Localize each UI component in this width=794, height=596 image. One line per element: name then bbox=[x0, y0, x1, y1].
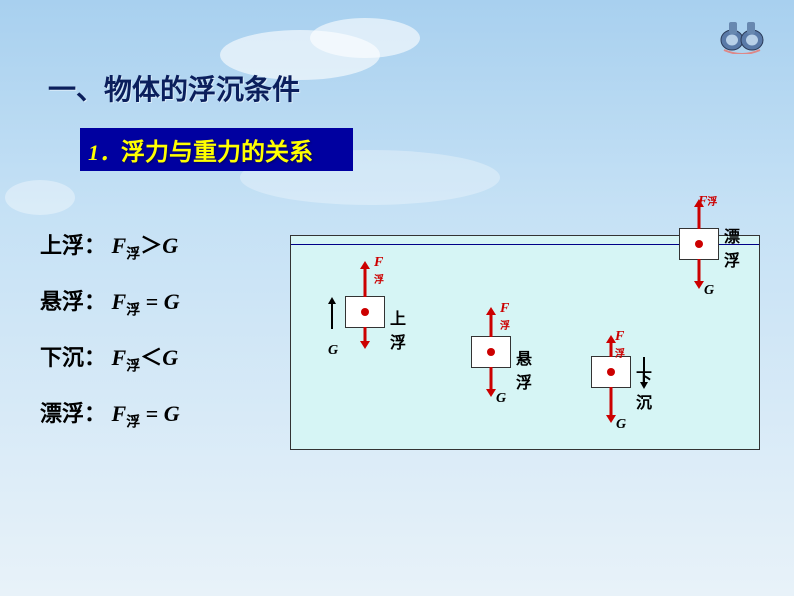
subtitle-text: 浮力与重力的关系 bbox=[121, 140, 313, 166]
cloud-deco bbox=[5, 180, 75, 215]
center-dot bbox=[695, 240, 703, 248]
f-buoyancy-label: F浮 bbox=[374, 255, 384, 288]
f-buoyancy-label: F浮 bbox=[698, 193, 717, 210]
buoyancy-object: F浮G上浮 bbox=[345, 296, 385, 328]
gravity-label: G bbox=[328, 343, 338, 359]
center-dot bbox=[361, 308, 369, 316]
buoyancy-diagram: F浮G上浮 F浮G悬浮 F浮G下沉 F浮G漂浮 bbox=[290, 235, 760, 450]
section-title: 一、物体的浮沉条件 bbox=[48, 68, 300, 108]
f-buoyancy-label: F浮 bbox=[500, 301, 510, 334]
relation-line: 下沉： F浮＜G bbox=[40, 340, 178, 375]
relation-line: 上浮： F浮＞G bbox=[40, 228, 178, 263]
state-label: 下沉 bbox=[636, 365, 652, 413]
relation-line: 漂浮： F浮 = G bbox=[40, 396, 180, 431]
buoyancy-object: F浮G漂浮 bbox=[679, 228, 719, 260]
center-dot bbox=[487, 348, 495, 356]
center-dot bbox=[607, 368, 615, 376]
relation-line: 悬浮： F浮 = G bbox=[40, 284, 180, 319]
cloud-deco bbox=[310, 18, 420, 58]
subtitle-number: 1． bbox=[88, 140, 121, 165]
f-buoyancy-label: F浮 bbox=[615, 329, 630, 362]
state-label: 上浮 bbox=[390, 305, 406, 353]
state-label: 漂浮 bbox=[724, 223, 740, 271]
buoyancy-object: F浮G下沉 bbox=[591, 356, 631, 388]
buoyancy-object: F浮G悬浮 bbox=[471, 336, 511, 368]
binoculars-icon bbox=[718, 18, 766, 54]
subtitle-bar: 1．浮力与重力的关系 bbox=[80, 128, 353, 171]
gravity-label: G bbox=[616, 417, 626, 433]
state-label: 悬浮 bbox=[516, 345, 532, 393]
gravity-label: G bbox=[704, 283, 714, 299]
gravity-label: G bbox=[496, 391, 506, 407]
